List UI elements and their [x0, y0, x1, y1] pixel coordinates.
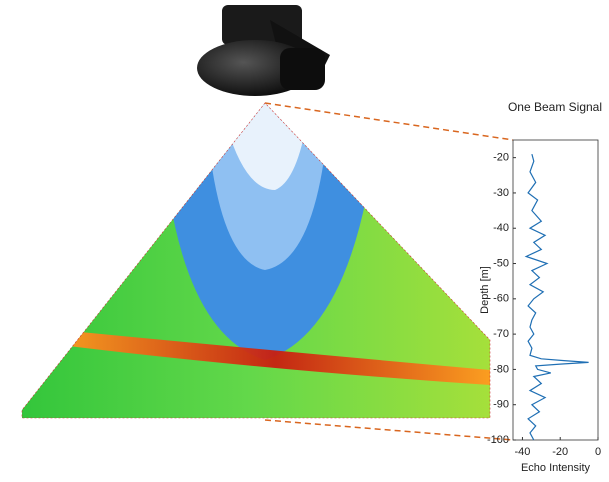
x-tick-label: -20 — [552, 446, 568, 458]
x-tick-label: -40 — [514, 446, 530, 458]
y-tick-label: -70 — [493, 328, 509, 340]
y-tick-label: -30 — [493, 187, 509, 199]
x-tick-label: 0 — [595, 446, 601, 458]
plot-frame — [512, 139, 599, 441]
y-tick-label: -40 — [493, 222, 509, 234]
connector — [264, 102, 514, 141]
y-tick-label: -20 — [493, 152, 509, 164]
y-tick-label: -50 — [493, 257, 509, 269]
chart: -20 -30 -40 -50 -60 -70 -80 -90 -100 -40 -20 0 Echo … — [479, 139, 601, 474]
sonar-image — [22, 103, 490, 418]
y-tick-label: -100 — [487, 434, 509, 446]
y-axis-label: Depth [m] — [479, 266, 491, 314]
sonar-device — [197, 5, 330, 96]
x-axis-label: Echo Intensity — [521, 462, 591, 474]
y-tick-label: -60 — [493, 293, 509, 305]
y-tick-label: -80 — [493, 363, 509, 375]
y-tick-label: -90 — [493, 399, 509, 411]
fan-outline — [21, 102, 491, 419]
connector — [264, 419, 514, 441]
chart-title: One Beam Signal — [507, 100, 603, 114]
signal-line — [524, 153, 589, 441]
